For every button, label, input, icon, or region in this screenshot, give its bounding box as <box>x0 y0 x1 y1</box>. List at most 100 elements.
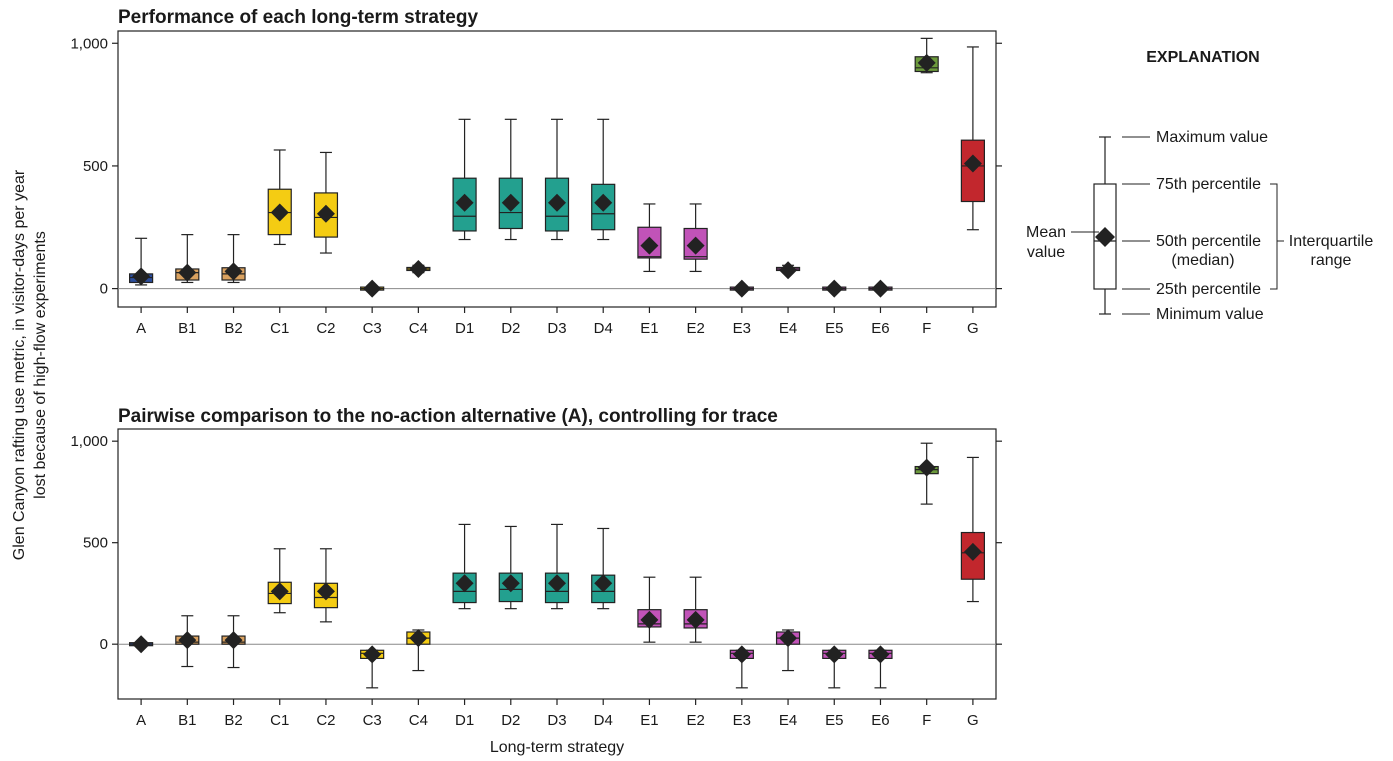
mean-diamond <box>825 645 844 664</box>
mean-diamond <box>363 279 382 298</box>
performance-xtick-label-d1: D1 <box>455 320 474 337</box>
performance-box-d2 <box>498 118 523 241</box>
legend-iqr-bracket <box>1270 183 1278 290</box>
pairwise-box-b2 <box>221 615 246 669</box>
pairwise-xtick-label-d1: D1 <box>455 712 474 729</box>
pairwise-xtick-label-d3: D3 <box>547 712 566 729</box>
performance-xtick-label-d2: D2 <box>501 320 520 337</box>
pairwise-box-c3 <box>360 645 385 689</box>
performance-xtick-label-e4: E4 <box>779 320 797 337</box>
pairwise-xtick-label-g: G <box>967 712 979 729</box>
performance-ytick-label: 0 <box>100 281 108 298</box>
pairwise-xtick-label-d4: D4 <box>594 712 613 729</box>
performance-box-g <box>960 46 985 231</box>
performance-box-b2 <box>221 234 246 284</box>
mean-diamond <box>594 574 613 593</box>
performance-xtick-label-e5: E5 <box>825 320 843 337</box>
performance-chart-title: Performance of each long-term strategy <box>118 7 478 28</box>
pairwise-box-b1 <box>175 615 200 668</box>
pairwise-xtick-label-f: F <box>922 712 931 729</box>
mean-diamond <box>640 610 659 629</box>
mean-diamond <box>640 236 659 255</box>
pairwise-y-axis: 0 500 1,000 <box>70 433 1002 653</box>
pairwise-xtick-label-c2: C2 <box>316 712 335 729</box>
pairwise-box-d3 <box>544 523 570 610</box>
mean-diamond <box>871 645 890 664</box>
mean-diamond <box>732 279 751 298</box>
performance-box-a <box>129 237 154 286</box>
pairwise-xtick-label-e4: E4 <box>779 712 797 729</box>
performance-box-e5 <box>822 279 847 298</box>
mean-diamond <box>963 542 982 561</box>
pairwise-box-f <box>914 442 939 505</box>
legend-median-label-1: 50th percentile <box>1156 233 1261 250</box>
performance-xtick-label-b2: B2 <box>224 320 242 337</box>
mean-diamond <box>779 629 798 648</box>
pairwise-xtick-label-e3: E3 <box>733 712 751 729</box>
performance-xtick-label-e6: E6 <box>871 320 889 337</box>
pairwise-box-a <box>129 635 154 654</box>
performance-y-axis: 0 500 1,000 <box>70 35 1002 298</box>
performance-box-d1 <box>452 118 477 241</box>
performance-box-c3 <box>360 279 385 298</box>
mean-diamond <box>316 204 335 223</box>
performance-xtick-label-c2: C2 <box>316 320 335 337</box>
mean-diamond <box>132 267 151 286</box>
pairwise-xtick-label-a: A <box>136 712 146 729</box>
mean-diamond <box>825 279 844 298</box>
pairwise-box-c2 <box>313 548 339 623</box>
pairwise-xtick-label-b1: B1 <box>178 712 196 729</box>
mean-diamond <box>917 53 936 72</box>
pairwise-box-d2 <box>498 525 523 610</box>
mean-diamond <box>178 631 197 650</box>
x-axis-label: Long-term strategy <box>490 739 624 756</box>
performance-xtick-label-e2: E2 <box>686 320 704 337</box>
mean-diamond <box>316 582 335 601</box>
performance-box-d3 <box>544 118 570 241</box>
mean-diamond <box>594 193 613 212</box>
legend-max-label: Maximum value <box>1156 129 1268 146</box>
legend-mean-label-2: value <box>1027 244 1065 261</box>
mean-diamond <box>224 262 243 281</box>
performance-xtick-label-g: G <box>967 320 979 337</box>
pairwise-xtick-label-e6: E6 <box>871 712 889 729</box>
performance-box-b1 <box>175 234 200 284</box>
pairwise-ytick-label: 1,000 <box>70 433 108 450</box>
performance-xtick-label-b1: B1 <box>178 320 196 337</box>
mean-diamond <box>409 629 428 648</box>
pairwise-x-axis: A B1 B2 C1 C2 C3 C4 D1 D2 D3 D4 E1 E2 E3 E4 E5 E6 F G <box>136 699 979 729</box>
legend-median-label-2: (median) <box>1171 252 1234 269</box>
pairwise-box-e6 <box>868 645 893 689</box>
legend-p25-label: 25th percentile <box>1156 281 1261 298</box>
mean-diamond <box>686 236 705 255</box>
performance-ytick-label: 1,000 <box>70 35 108 52</box>
performance-box-e2 <box>683 203 708 273</box>
performance-ytick-label: 500 <box>83 158 108 175</box>
mean-diamond <box>455 574 474 593</box>
performance-box-d4 <box>591 118 616 241</box>
pairwise-ytick-label: 500 <box>83 535 108 552</box>
performance-xtick-label-e3: E3 <box>733 320 751 337</box>
performance-box-e3 <box>729 279 754 298</box>
legend-iqr-label-1: Interquartile <box>1289 233 1374 250</box>
mean-diamond <box>409 259 428 278</box>
performance-xtick-label-c3: C3 <box>363 320 382 337</box>
pairwise-box-c4 <box>406 629 431 672</box>
explanation-legend: EXPLANATION Maximum value 75th percentil… <box>1026 49 1373 323</box>
mean-diamond <box>501 574 520 593</box>
pairwise-box-g <box>960 456 985 603</box>
performance-xtick-label-d4: D4 <box>594 320 613 337</box>
performance-boxes <box>129 37 985 298</box>
legend-mean-diamond <box>1095 227 1115 247</box>
legend-p75-label: 75th percentile <box>1156 176 1261 193</box>
performance-xtick-label-e1: E1 <box>640 320 658 337</box>
pairwise-xtick-label-c4: C4 <box>409 712 428 729</box>
mean-diamond <box>871 279 890 298</box>
mean-diamond <box>548 193 566 212</box>
pairwise-box-d1 <box>452 523 477 610</box>
y-axis-label-line2: lost because of high-flow experiments <box>32 231 49 499</box>
pairwise-box-e3 <box>729 645 754 689</box>
performance-box-e4 <box>775 261 801 280</box>
mean-diamond <box>178 263 197 282</box>
